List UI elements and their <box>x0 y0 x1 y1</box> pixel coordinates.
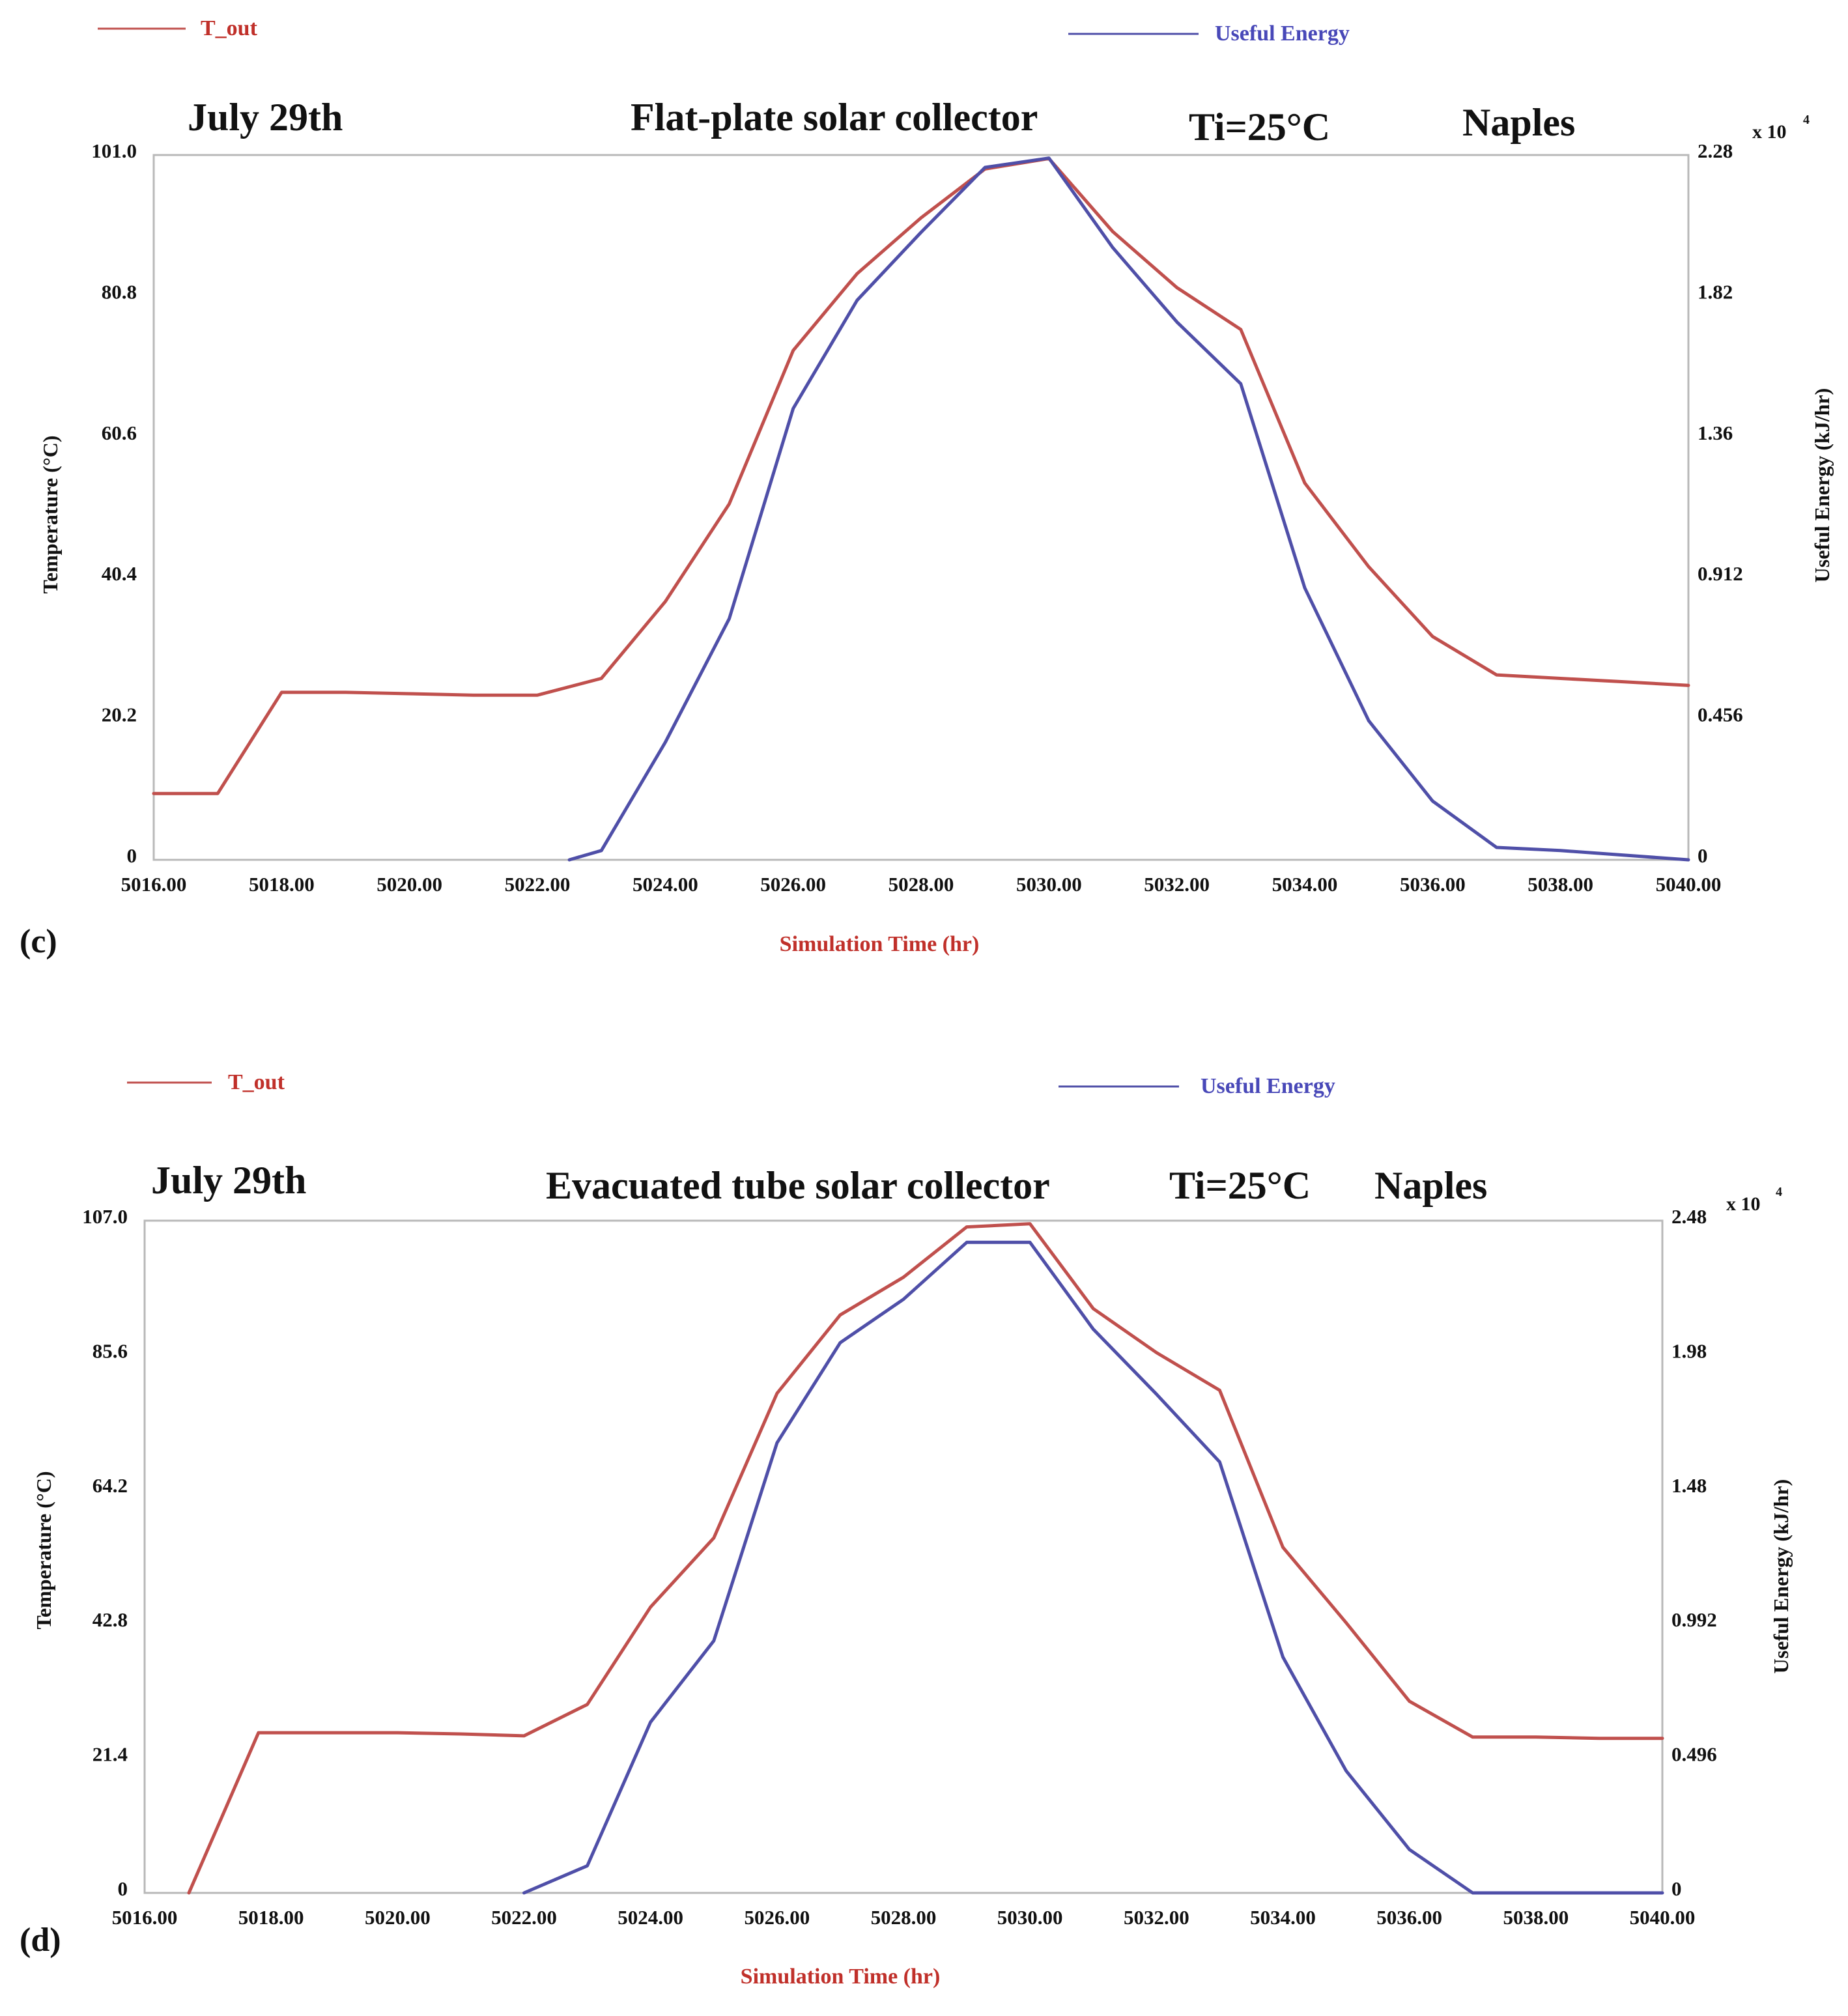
chart-title: Evacuated tube solar collector <box>546 1164 1050 1207</box>
title-city: Naples <box>1374 1164 1487 1207</box>
x-tick-label: 5032.00 <box>1144 873 1210 896</box>
panel-c: T_out Useful Energy July 29th Flat-plate… <box>20 16 1834 960</box>
title-city: Naples <box>1462 101 1575 144</box>
legend-energy-label: Useful Energy <box>1215 21 1350 46</box>
y-left-tick-label: 20.2 <box>102 703 137 726</box>
x-axis-label: Simulation Time (hr) <box>780 932 980 956</box>
y-left-tick-label: 21.4 <box>92 1743 128 1766</box>
y-right-tick-label: 2.28 <box>1698 139 1733 162</box>
x-tick-label: 5038.00 <box>1528 873 1593 896</box>
y-left-label: Temperature (°C) <box>38 436 62 594</box>
x-tick-label: 5016.00 <box>121 873 187 896</box>
panel-label: (c) <box>20 923 57 960</box>
title-ti: Ti=25°C <box>1169 1164 1311 1207</box>
x-tick-label: 5040.00 <box>1656 873 1722 896</box>
x-tick-label: 5028.00 <box>871 1906 937 1929</box>
y-left-ticks: 0 20.2 40.4 60.6 80.8 101.0 <box>91 139 137 867</box>
right-multiplier-exponent: 4 <box>1776 1185 1782 1199</box>
y-right-tick-label: 0.496 <box>1671 1743 1717 1766</box>
x-tick-label: 5026.00 <box>760 873 826 896</box>
x-axis-label: Simulation Time (hr) <box>741 1965 941 1989</box>
chart-title: Flat-plate solar collector <box>631 96 1038 139</box>
t-out-series-line <box>152 156 1690 795</box>
y-left-tick-label: 42.8 <box>92 1608 128 1631</box>
plot-area <box>143 1219 1664 1894</box>
y-right-tick-label: 0.456 <box>1698 703 1743 726</box>
y-left-tick-label: 0 <box>127 844 137 867</box>
y-left-tick-label: 0 <box>118 1877 128 1900</box>
x-tick-label: 5032.00 <box>1124 1906 1189 1929</box>
useful-energy-series-line <box>522 1240 1664 1895</box>
y-right-tick-label: 0 <box>1671 1877 1682 1900</box>
x-tick-label: 5030.00 <box>997 1906 1063 1929</box>
series-lines <box>187 1222 1664 1895</box>
x-tick-label: 5018.00 <box>249 873 315 896</box>
title-date: July 29th <box>188 96 343 139</box>
y-right-tick-label: 1.36 <box>1698 421 1733 444</box>
legend-t-out-label: T_out <box>228 1070 285 1094</box>
t-out-series-line <box>187 1222 1664 1895</box>
y-left-tick-label: 60.6 <box>102 421 137 444</box>
y-left-tick-label: 80.8 <box>102 280 137 303</box>
y-right-ticks: 0 0.456 0.912 1.36 1.82 2.28 <box>1698 139 1743 867</box>
y-left-tick-label: 64.2 <box>92 1474 128 1497</box>
x-tick-label: 5024.00 <box>618 1906 683 1929</box>
plot-area <box>152 154 1690 861</box>
x-tick-label: 5036.00 <box>1376 1906 1442 1929</box>
x-tick-label: 5028.00 <box>888 873 954 896</box>
right-multiplier-exponent: 4 <box>1803 113 1810 127</box>
x-tick-label: 5020.00 <box>365 1906 431 1929</box>
x-tick-label: 5026.00 <box>744 1906 810 1929</box>
y-right-tick-label: 0 <box>1698 844 1708 867</box>
y-right-tick-label: 1.98 <box>1671 1339 1707 1362</box>
y-left-tick-label: 85.6 <box>92 1339 128 1362</box>
panel-label: (d) <box>20 1922 61 1959</box>
y-right-tick-label: 0.912 <box>1698 562 1743 585</box>
right-multiplier: x 10 <box>1752 121 1787 143</box>
right-multiplier: x 10 <box>1726 1193 1761 1215</box>
legend-energy-label: Useful Energy <box>1201 1074 1335 1098</box>
x-tick-label: 5022.00 <box>491 1906 557 1929</box>
y-right-label: Useful Energy (kJ/hr) <box>1810 388 1834 583</box>
y-left-label: Temperature (°C) <box>32 1471 55 1630</box>
y-left-tick-label: 107.0 <box>82 1205 128 1228</box>
x-tick-label: 5024.00 <box>633 873 698 896</box>
useful-energy-series-line <box>567 156 1690 862</box>
title-date: July 29th <box>151 1159 306 1202</box>
x-tick-label: 5036.00 <box>1400 873 1466 896</box>
x-tick-label: 5034.00 <box>1250 1906 1316 1929</box>
y-right-tick-label: 1.48 <box>1671 1474 1707 1497</box>
x-ticks: 5016.00 5018.00 5020.00 5022.00 5024.00 5026.… <box>121 873 1722 896</box>
x-tick-label: 5034.00 <box>1272 873 1338 896</box>
x-ticks: 5016.00 5018.00 5020.00 5022.00 5024.00 5026.… <box>112 1906 1696 1929</box>
y-right-label: Useful Energy (kJ/hr) <box>1769 1479 1793 1674</box>
y-left-tick-label: 101.0 <box>91 139 137 162</box>
x-tick-label: 5030.00 <box>1016 873 1082 896</box>
y-right-tick-label: 1.82 <box>1698 280 1733 303</box>
x-tick-label: 5020.00 <box>377 873 442 896</box>
x-tick-label: 5016.00 <box>112 1906 178 1929</box>
x-tick-label: 5040.00 <box>1630 1906 1696 1929</box>
x-tick-label: 5018.00 <box>238 1906 304 1929</box>
series-lines <box>152 156 1690 862</box>
y-right-tick-label: 2.48 <box>1671 1205 1707 1228</box>
y-right-tick-label: 0.992 <box>1671 1608 1717 1631</box>
y-left-ticks: 0 21.4 42.8 64.2 85.6 107.0 <box>82 1205 128 1900</box>
y-left-tick-label: 40.4 <box>102 562 137 585</box>
x-tick-label: 5022.00 <box>505 873 571 896</box>
panel-d: T_out Useful Energy July 29th Evacuated … <box>20 1070 1793 1989</box>
legend-t-out-label: T_out <box>201 16 258 40</box>
y-right-ticks: 0 0.496 0.992 1.48 1.98 2.48 <box>1671 1205 1717 1900</box>
x-tick-label: 5038.00 <box>1503 1906 1569 1929</box>
title-ti: Ti=25°C <box>1189 106 1330 149</box>
